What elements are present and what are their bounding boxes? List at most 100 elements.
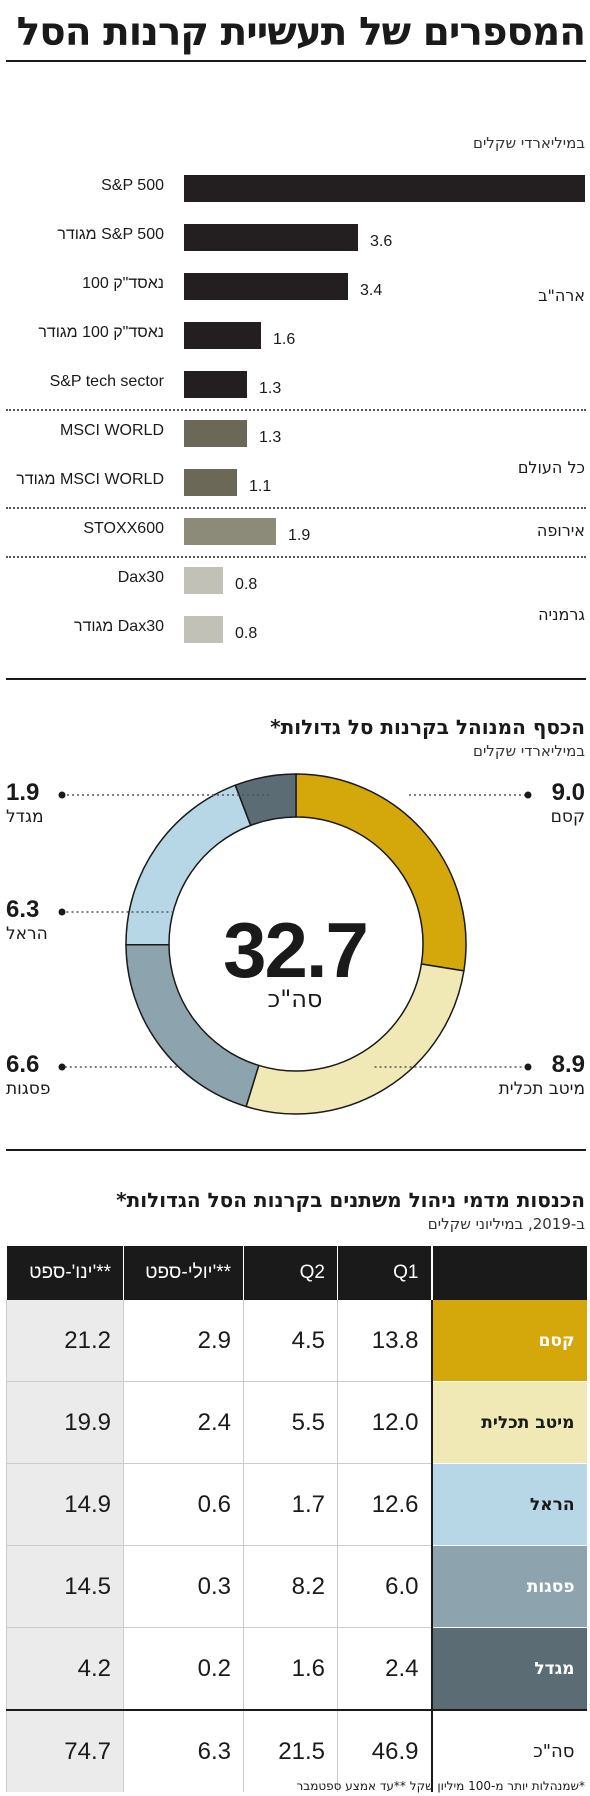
bar-value-label: 1.3 <box>259 429 282 446</box>
bar-group-label: גרמניה <box>538 604 585 624</box>
bar-chart-subtitle: במיליארדי שקלים <box>472 134 585 152</box>
table-header-row: ינו'-ספט'** יולי-ספט'** Q2 Q1 <box>6 1246 587 1300</box>
col-header-ytd: ינו'-ספט'** <box>6 1246 124 1300</box>
bar-value-label: 0.8 <box>235 576 258 593</box>
section-rule-1 <box>6 678 586 680</box>
table-cell: 12.0 <box>337 1381 432 1464</box>
donut-total-value: 32.7 <box>223 906 369 994</box>
table-cell: 1.7 <box>243 1463 338 1546</box>
bar-group-separator <box>6 506 586 509</box>
donut-slice-name: פסגות <box>6 1079 51 1099</box>
table-row-name: סה"כ <box>430 1709 587 1792</box>
bar-value-label: 3.6 <box>370 233 393 250</box>
table-row-name: מיטב תכלית <box>430 1381 587 1464</box>
bar-value-label: 0.8 <box>235 625 258 642</box>
table-cell: 21.5 <box>243 1709 338 1792</box>
fees-table: ינו'-ספט'** יולי-ספט'** Q2 Q1 21.2 2.9 4.5… <box>6 1246 587 1792</box>
donut-leader-dot <box>524 1063 532 1071</box>
table-row-name: קסם <box>430 1300 587 1382</box>
bar <box>184 517 276 545</box>
table-cell: 1.6 <box>243 1627 338 1711</box>
bar-group-label: ארה"ב <box>538 286 585 305</box>
donut-leader-dot <box>58 1063 66 1071</box>
bar-value-label: 1.9 <box>288 527 311 544</box>
table-cell: 14.5 <box>6 1545 124 1628</box>
bar-category-label: STOXX600 <box>83 520 164 537</box>
donut-slice <box>234 773 297 827</box>
col-header-q2: Q2 <box>243 1246 338 1300</box>
bar-category-label: Dax30 <box>117 569 164 586</box>
table-cell: 5.5 <box>243 1381 338 1464</box>
donut-leader-dot <box>524 791 532 799</box>
table-row-name: פסגות <box>430 1545 587 1628</box>
table-row: 19.9 2.4 5.5 12.0 מיטב תכלית <box>6 1381 587 1464</box>
table-cell: 21.2 <box>6 1300 124 1382</box>
table-cell: 6.3 <box>123 1709 244 1792</box>
table-row: 4.2 0.2 1.6 2.4 מגדל <box>6 1627 587 1711</box>
donut-slice-value: 1.9 <box>6 779 40 806</box>
donut-leader-dot <box>58 791 66 799</box>
table-cell: 74.7 <box>6 1709 124 1792</box>
table-cell: 4.5 <box>243 1300 338 1382</box>
table-subtitle: ב-2019, במיליוני שקלים <box>427 1215 585 1233</box>
donut-slice-name: מגדל <box>6 807 44 827</box>
col-header-name <box>430 1246 587 1300</box>
table-cell: 12.6 <box>337 1463 432 1546</box>
bar-category-label: S&P 500 מגודר <box>57 226 164 243</box>
bar <box>184 321 261 349</box>
table-cell: 2.4 <box>337 1627 432 1711</box>
donut-slice-name: קסם <box>550 807 585 827</box>
table-cell: 14.9 <box>6 1463 124 1546</box>
bar-category-label: S&P tech sector <box>49 373 164 390</box>
table-row-name: מגדל <box>430 1627 587 1711</box>
bar <box>184 419 247 447</box>
table-row: 14.9 0.6 1.7 12.6 הראל <box>6 1463 587 1546</box>
table-title: הכנסות מדמי ניהול משתנים בקרנות הסל הגדו… <box>116 1188 585 1212</box>
table-cell: 0.6 <box>123 1463 244 1546</box>
donut-slice-value: 8.9 <box>551 1051 585 1078</box>
bar-group-label: כל העולם <box>517 457 585 477</box>
table-cell: 2.9 <box>123 1300 244 1382</box>
bar-group-label: אירופה <box>536 521 585 540</box>
bar <box>184 615 223 643</box>
table-row: 21.2 2.9 4.5 13.8 קסם <box>6 1300 587 1382</box>
table-cell: 2.4 <box>123 1381 244 1464</box>
bar-value-label: 1.6 <box>273 331 296 348</box>
table-cell: 0.2 <box>123 1627 244 1711</box>
bar-category-label: נאסד"ק 100 <box>82 275 164 292</box>
bar-value-label: 3.4 <box>360 282 383 299</box>
bar-value-label: 1.1 <box>249 478 272 495</box>
bar-category-label: MSCI WORLD מגודר <box>16 471 164 488</box>
bar-group-separator <box>6 408 586 411</box>
section-rule-2 <box>6 1149 586 1151</box>
bar-category-label: Dax30 מגודר <box>73 618 164 635</box>
donut-total-label: סה"כ <box>267 985 323 1013</box>
bar-category-label: נאסד"ק 100 מגודר <box>38 324 164 341</box>
table-cell: 6.0 <box>337 1545 432 1628</box>
donut-slice-value: 6.3 <box>6 896 40 923</box>
bar-value-label: 1.3 <box>259 380 282 397</box>
table-total-row: 74.7 6.3 21.5 46.9 סה"כ <box>6 1709 587 1792</box>
donut-slice-name: הראל <box>6 924 48 944</box>
footnote: *שמנהלות יותר מ-100 מיליון שקל **עד אמצע… <box>296 1779 585 1793</box>
col-header-q1: Q1 <box>337 1246 432 1300</box>
table-cell: 19.9 <box>6 1381 124 1464</box>
bar-group-separator <box>6 555 586 558</box>
bar <box>184 370 247 398</box>
donut-chart <box>58 773 532 1115</box>
bar-category-label: S&P 500 <box>101 177 164 194</box>
bar <box>184 566 223 594</box>
page-title: המספרים של תעשיית קרנות הסל <box>16 10 586 55</box>
donut-slice-value: 6.6 <box>6 1051 40 1078</box>
table-cell: 46.9 <box>337 1709 432 1792</box>
table-cell: 13.8 <box>337 1300 432 1382</box>
donut-chart-title: הכסף המנוהל בקרנות סל גדולות* <box>270 715 585 739</box>
table-row-name: הראל <box>430 1463 587 1546</box>
donut-chart-subtitle: במיליארדי שקלים <box>472 742 585 760</box>
table-cell: 0.3 <box>123 1545 244 1628</box>
donut-leader-dot <box>58 908 66 916</box>
col-header-julsep: יולי-ספט'** <box>123 1246 244 1300</box>
bar <box>184 174 585 202</box>
bar <box>184 223 358 251</box>
